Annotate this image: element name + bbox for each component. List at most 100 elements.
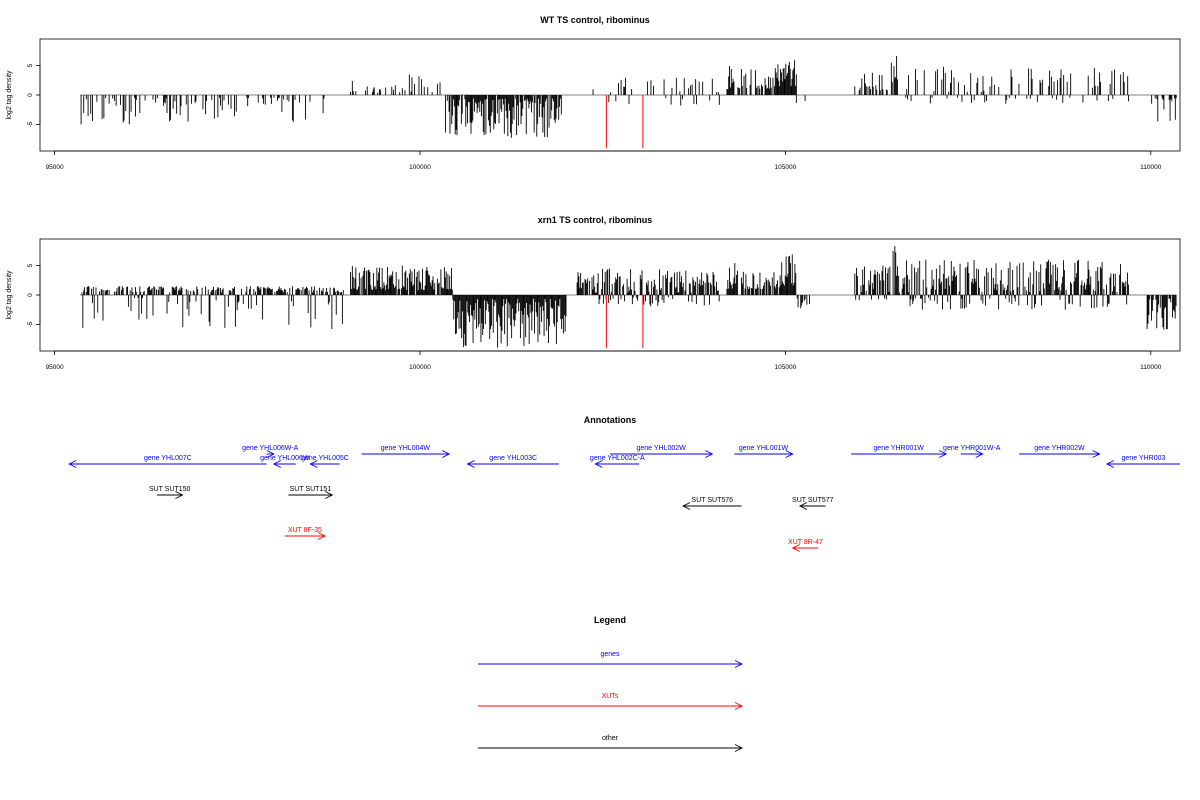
- feature-arrowhead: [317, 532, 327, 540]
- annotation-feature: SUT SUT151: [288, 486, 334, 499]
- feature-label: XUT 8F-35: [288, 527, 322, 534]
- feature-arrowhead: [785, 450, 794, 458]
- annotation-feature: gene YHL001W: [734, 445, 794, 458]
- feature-arrowhead: [266, 450, 275, 458]
- annotation-feature: XUT 8R-47: [788, 539, 823, 552]
- x-tick-label: 105000: [775, 164, 797, 171]
- feature-arrowhead: [175, 491, 184, 499]
- legend-label: XUTs: [602, 693, 619, 700]
- legend-arrowhead: [734, 660, 744, 668]
- feature-arrowhead: [442, 450, 451, 458]
- x-tick-label: 110000: [1140, 164, 1162, 171]
- feature-arrowhead: [705, 450, 714, 458]
- y-tick-label: 0: [27, 293, 34, 297]
- feature-label: gene YHR001W: [873, 445, 924, 452]
- legend-title: Legend: [594, 615, 626, 625]
- x-tick-label: 95000: [46, 364, 64, 371]
- annotation-feature: gene YHL002C-A: [590, 455, 645, 468]
- annotation-feature: SUT SUT576: [682, 497, 742, 510]
- annotation-feature: gene YHL007C: [68, 455, 267, 468]
- legend-label: other: [602, 735, 619, 742]
- wt-ts-control-panel: WT TS control, ribominus log2 tag densit…: [6, 15, 1181, 171]
- panel-title: WT TS control, ribominus: [540, 15, 650, 25]
- feature-label: SUT SUT151: [290, 486, 332, 493]
- feature-label: SUT SUT577: [792, 497, 834, 504]
- feature-arrowhead: [68, 460, 77, 468]
- y-tick-label: 5: [27, 63, 34, 67]
- annotation-feature: gene YHR002W: [1019, 445, 1101, 458]
- annotation-feature: gene YHR001W: [851, 445, 948, 458]
- legend: Legend genes XUTs other: [478, 615, 744, 752]
- feature-arrowhead: [798, 502, 808, 510]
- legend-item: genes: [478, 651, 744, 668]
- annotations-title: Annotations: [584, 415, 637, 425]
- annotation-feature: SUT SUT150: [149, 486, 191, 499]
- feature-arrowhead: [1092, 450, 1101, 458]
- y-tick-label: -5: [27, 121, 34, 127]
- feature-label: gene YHL004W: [381, 445, 431, 452]
- legend-arrowhead: [734, 702, 744, 710]
- feature-label: gene YHR001W-A: [943, 445, 1001, 452]
- x-tick-label: 105000: [775, 364, 797, 371]
- feature-arrowhead: [594, 460, 603, 468]
- feature-arrowhead: [791, 544, 800, 552]
- feature-label: XUT 8R-47: [788, 539, 823, 546]
- x-tick-label: 100000: [409, 164, 431, 171]
- feature-arrowhead: [938, 450, 948, 458]
- marker-lines: [605, 295, 644, 349]
- feature-label: SUT SUT576: [692, 497, 734, 504]
- legend-item: other: [478, 735, 744, 752]
- feature-label: gene YHL002C-A: [590, 455, 645, 462]
- annotation-feature: XUT 8F-35: [284, 527, 327, 540]
- annotation-feature: SUT SUT577: [792, 497, 834, 510]
- annotation-feature: gene YHL006W: [260, 455, 310, 468]
- feature-label: gene YHR002W: [1034, 445, 1085, 452]
- legend-arrowhead: [734, 744, 744, 752]
- xrn1-ts-control-panel: xrn1 TS control, ribominus log2 tag dens…: [6, 215, 1181, 371]
- y-axis: -5 0 5: [27, 63, 41, 127]
- x-axis: 95000 100000 105000 110000: [46, 150, 1162, 171]
- feature-label: gene YHL003C: [489, 455, 537, 462]
- feature-label: gene YHL002W: [637, 445, 687, 452]
- feature-label: gene YHR003: [1122, 455, 1166, 462]
- y-tick-label: 5: [27, 263, 34, 267]
- feature-arrowhead: [325, 491, 334, 499]
- density-bars: [80, 246, 1177, 348]
- feature-label: gene YHL001W: [739, 445, 789, 452]
- panel-title: xrn1 TS control, ribominus: [538, 215, 653, 225]
- annotation-feature: gene YHL003C: [466, 455, 559, 468]
- legend-item: XUTs: [478, 693, 744, 710]
- annotation-feature: gene YHL002W: [610, 445, 714, 458]
- x-tick-label: 110000: [1140, 364, 1162, 371]
- feature-arrowhead: [272, 460, 282, 468]
- y-axis-label: log2 tag density: [6, 70, 13, 120]
- y-axis-label: log2 tag density: [6, 270, 13, 320]
- feature-arrowhead: [682, 502, 691, 510]
- feature-arrowhead: [975, 450, 984, 458]
- feature-label: gene YHL007C: [144, 455, 192, 462]
- annotation-feature: gene YHL006W-A: [242, 445, 299, 458]
- y-axis: -5 0 5: [27, 263, 41, 327]
- feature-arrowhead: [1105, 460, 1115, 468]
- density-bars: [80, 56, 1177, 138]
- feature-label: gene YHL005C: [301, 455, 349, 462]
- marker-lines: [605, 95, 644, 149]
- feature-label: gene YHL006W-A: [242, 445, 298, 452]
- x-tick-label: 100000: [409, 364, 431, 371]
- annotation-feature: gene YHL005C: [301, 455, 349, 468]
- feature-arrowhead: [466, 460, 475, 468]
- y-tick-label: 0: [27, 93, 34, 97]
- legend-items: genes XUTs other: [478, 651, 744, 752]
- feature-label: gene YHL006W: [260, 455, 310, 462]
- legend-label: genes: [600, 651, 620, 658]
- y-tick-label: -5: [27, 321, 34, 327]
- annotation-feature: gene YHR001W-A: [943, 445, 1001, 458]
- annotation-feature: gene YHL004W: [361, 445, 451, 458]
- feature-label: SUT SUT150: [149, 486, 191, 493]
- feature-arrowhead: [309, 460, 318, 468]
- x-axis: 95000 100000 105000 110000: [46, 350, 1162, 371]
- x-tick-label: 95000: [46, 164, 64, 171]
